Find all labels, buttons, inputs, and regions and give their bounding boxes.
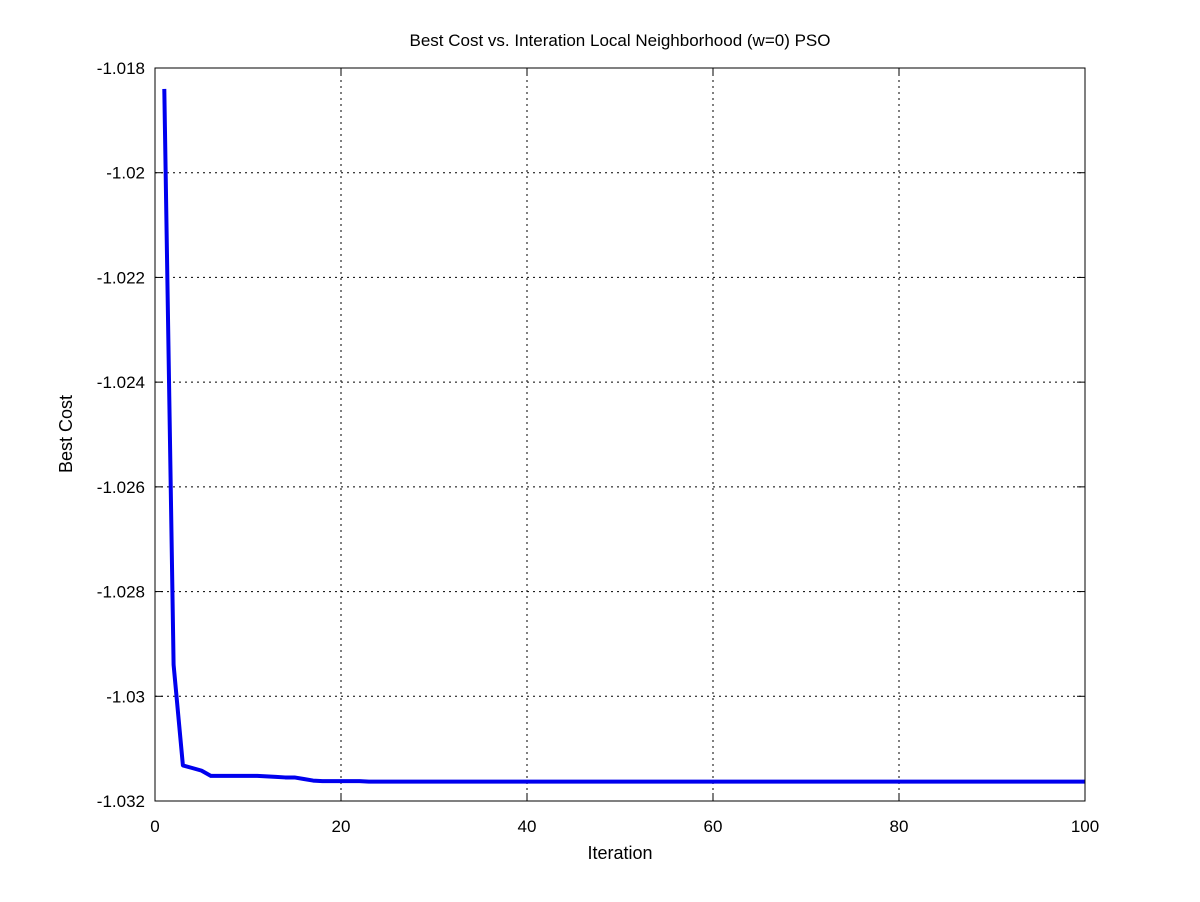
x-tick-label: 100 <box>1071 817 1099 836</box>
y-tick-label: -1.018 <box>97 59 145 78</box>
axis-ticks: 0 20 40 60 80 100 -1.032 -1.03 -1.028 -1.026 -1.02… <box>97 59 1099 836</box>
y-tick-label: -1.02 <box>106 164 145 183</box>
y-tick-label: -1.022 <box>97 268 145 287</box>
x-tick-label: 40 <box>518 817 537 836</box>
x-tick-label: 20 <box>332 817 351 836</box>
grid-lines <box>155 68 1085 801</box>
chart-title: Best Cost vs. Interation Local Neighborh… <box>410 31 831 50</box>
series-line <box>162 88 1085 784</box>
y-tick-label: -1.03 <box>106 687 145 706</box>
y-axis-label: Best Cost <box>56 395 76 473</box>
y-tick-label: -1.032 <box>97 792 145 811</box>
y-tick-label: -1.028 <box>97 583 145 602</box>
y-tick-label: -1.024 <box>97 373 145 392</box>
x-axis-label: Iteration <box>587 843 652 863</box>
x-tick-label: 0 <box>150 817 159 836</box>
plot-area-frame <box>154 67 1086 802</box>
x-tick-label: 80 <box>890 817 909 836</box>
y-tick-label: -1.026 <box>97 478 145 497</box>
series-layer <box>162 88 1085 784</box>
x-tick-label: 60 <box>704 817 723 836</box>
